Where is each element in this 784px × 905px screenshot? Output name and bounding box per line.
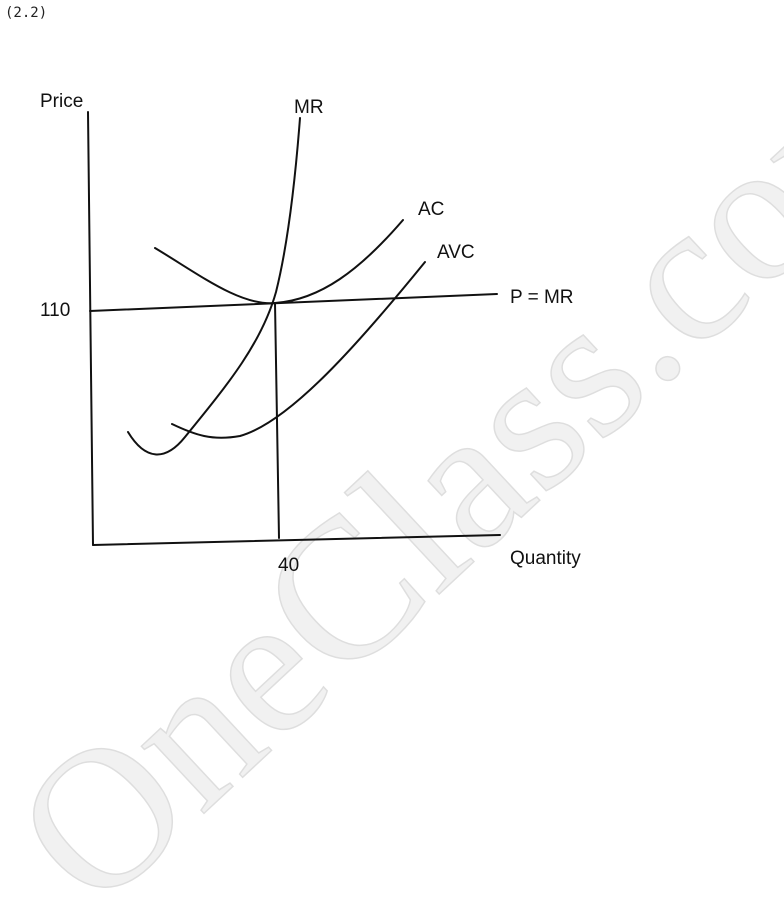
price-tick: 110 bbox=[40, 300, 70, 321]
x-axis bbox=[92, 534, 501, 546]
y-axis bbox=[87, 111, 94, 546]
ac-curve bbox=[154, 219, 404, 305]
quantity-tick: 40 bbox=[278, 555, 299, 576]
avc-label: AVC bbox=[437, 242, 475, 263]
price-line-label: P = MR bbox=[510, 287, 574, 308]
figure-label: (2.2) bbox=[5, 5, 47, 21]
mr-curve bbox=[127, 117, 301, 456]
quantity-drop-line bbox=[274, 302, 280, 539]
y-axis-label: Price bbox=[40, 91, 83, 112]
x-axis-label: Quantity bbox=[510, 548, 581, 569]
ac-label: AC bbox=[418, 199, 444, 220]
avc-curve bbox=[171, 261, 426, 439]
mr-label: MR bbox=[294, 97, 324, 118]
price-line bbox=[89, 293, 498, 312]
